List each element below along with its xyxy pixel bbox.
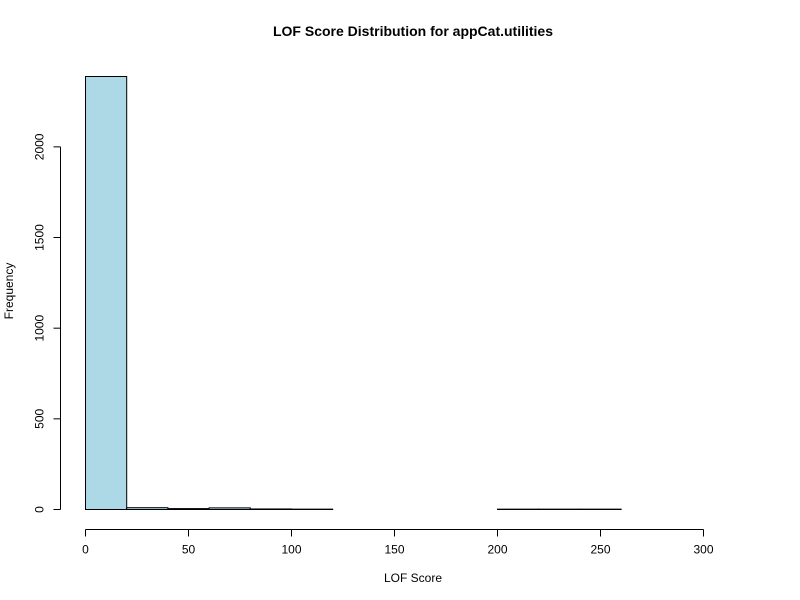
x-tick-label: 100 [281,543,301,557]
x-tick-label: 300 [693,543,713,557]
x-axis: 0 50 100 150 200 250 300 [82,529,714,557]
chart-title: LOF Score Distribution for appCat.utilit… [273,23,553,39]
x-tick-label: 50 [182,543,196,557]
y-tick-label: 2000 [33,133,47,160]
x-tick-label: 0 [82,543,89,557]
histogram-bar [249,508,293,510]
y-tick-label: 500 [33,409,47,429]
y-axis-label: Frequency [2,263,16,320]
y-tick-label: 1000 [33,315,47,342]
x-axis-label: LOF Score [384,571,442,585]
y-axis: 0 500 1000 1500 2000 [33,133,61,513]
histogram-bar [208,507,251,511]
histogram-bar [167,508,210,511]
y-tick-label: 1500 [33,224,47,251]
x-tick-label: 200 [487,543,507,557]
x-tick-label: 150 [384,543,404,557]
x-tick-label: 250 [590,543,610,557]
histogram-bar [85,76,128,510]
y-tick-label: 0 [33,506,47,513]
bars-group [85,76,622,511]
histogram-bar [126,507,169,511]
